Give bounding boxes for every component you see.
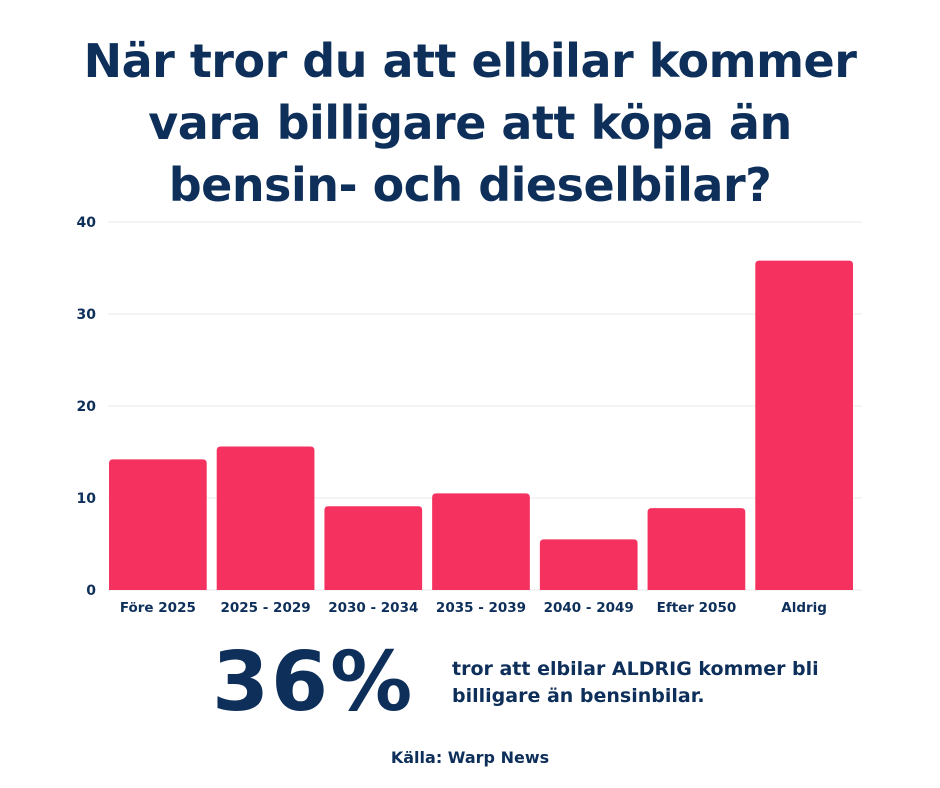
x-category-label: Aldrig: [781, 600, 827, 616]
y-tick-label: 20: [77, 399, 97, 415]
bar-3: [432, 493, 530, 590]
highlight-text: tror att elbilar ALDRIG kommer bli billi…: [452, 658, 819, 707]
x-category-label: Före 2025: [120, 600, 196, 616]
y-tick-label: 10: [77, 491, 97, 507]
bars: [109, 260, 853, 590]
bar-0: [109, 459, 207, 590]
bar-5: [647, 508, 746, 590]
x-category-label: 2030 - 2034: [328, 600, 418, 616]
y-tick-label: 40: [77, 215, 97, 231]
highlight-percent: 36%: [212, 635, 415, 730]
source-credit: Källa: Warp News: [390, 748, 550, 767]
bar-6: [755, 260, 853, 590]
x-axis-labels: Före 2025 2025 - 2029 2030 - 2034 2035 - 20…: [120, 600, 827, 616]
y-tick-label: 0: [86, 583, 96, 599]
x-category-label: Efter 2050: [657, 600, 737, 616]
x-category-label: 2025 - 2029: [220, 600, 310, 616]
x-category-label: 2040 - 2049: [544, 600, 634, 616]
y-tick-label: 30: [77, 307, 97, 323]
bar-4: [539, 539, 638, 590]
y-axis-ticks: 0 10 20 30 40: [77, 215, 97, 599]
bar-2: [324, 506, 423, 590]
bar-1: [216, 446, 315, 590]
chart-title: När tror du att elbilar kommer vara bill…: [83, 34, 857, 212]
x-category-label: 2035 - 2039: [436, 600, 526, 616]
